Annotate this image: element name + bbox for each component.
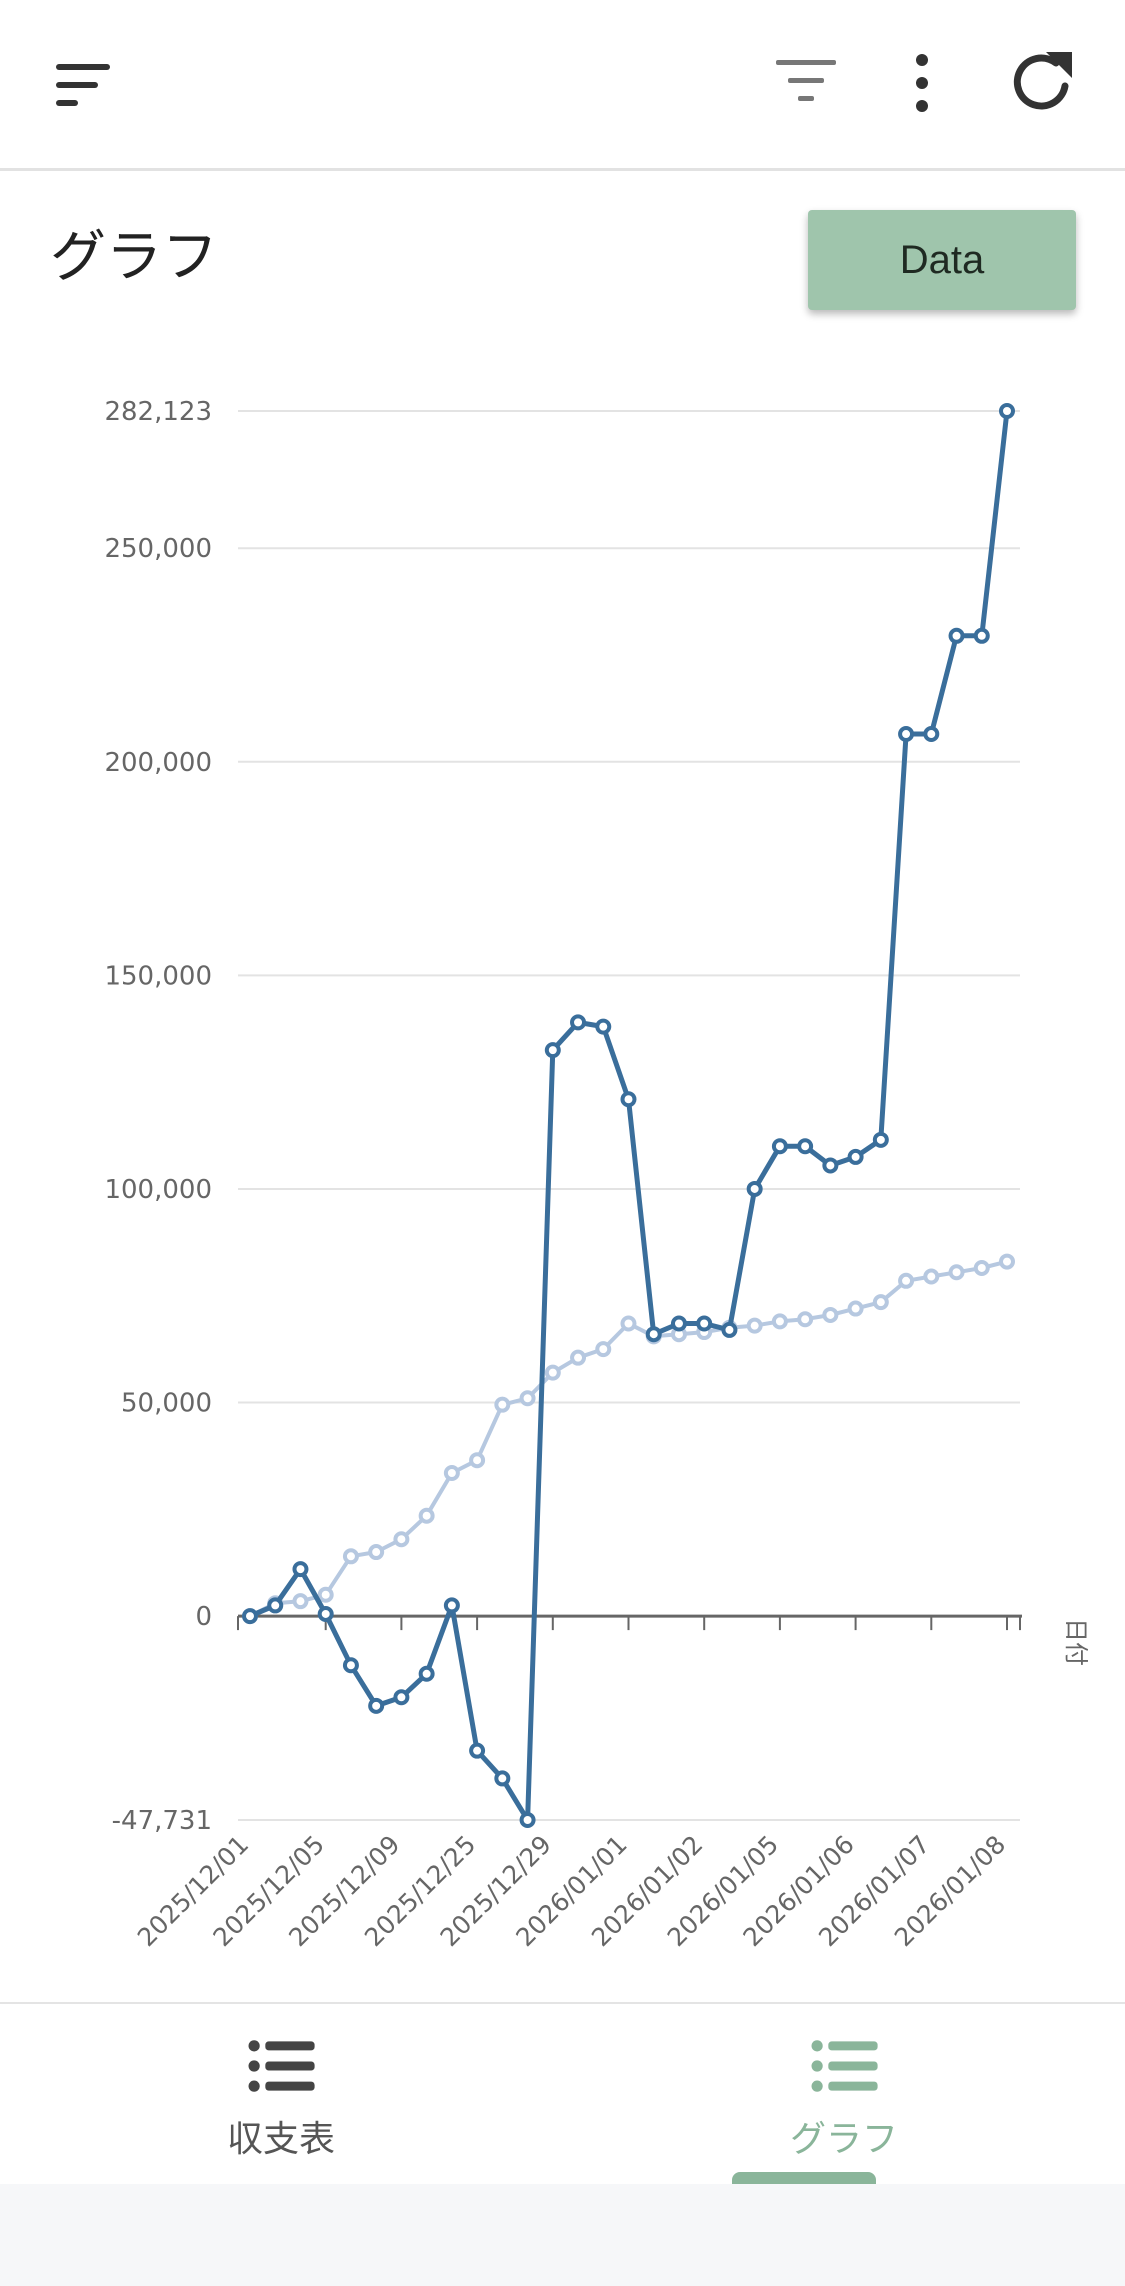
y-tick-label: 0 <box>195 1602 212 1632</box>
series-main-point <box>797 1138 814 1155</box>
series-main-point <box>368 1697 385 1714</box>
series-light-point <box>519 1390 536 1407</box>
series-main-point <box>822 1157 839 1174</box>
series-main-point <box>317 1605 334 1622</box>
series-main-point <box>292 1561 309 1578</box>
series-main-point <box>595 1018 612 1035</box>
y-tick-label: -47,731 <box>112 1806 212 1836</box>
series-light-point <box>544 1364 561 1381</box>
x-axis-label: 日付 <box>1062 1618 1090 1666</box>
series-light-point <box>923 1268 940 1285</box>
series-light-point <box>948 1264 965 1281</box>
y-tick-label: 100,000 <box>104 1175 212 1205</box>
y-tick-label: 250,000 <box>104 534 212 564</box>
sort-menu-icon[interactable] <box>56 62 110 108</box>
x-axis-ticks: 2025/12/012025/12/052025/12/092025/12/25… <box>132 1830 1011 1952</box>
y-tick-label: 200,000 <box>104 748 212 778</box>
series-main-point <box>847 1148 864 1165</box>
series-main-point <box>696 1315 713 1332</box>
line-chart: 282,123 250,000 200,000 150,000 100,000 50,00… <box>104 397 1090 1952</box>
series-light-point <box>898 1272 915 1289</box>
y-axis-ticks: 282,123 250,000 200,000 150,000 100,000 50,00… <box>104 397 212 1836</box>
series-main-point <box>948 627 965 644</box>
series-light-point <box>595 1341 612 1358</box>
refresh-icon[interactable] <box>1010 48 1076 118</box>
data-button[interactable]: Data <box>808 210 1076 310</box>
grid-lines <box>238 410 1020 1821</box>
series-light-point <box>443 1465 460 1482</box>
y-tick-label: 150,000 <box>104 961 212 991</box>
series-main-point <box>872 1131 889 1148</box>
series-light-point <box>393 1531 410 1548</box>
series-light-point <box>494 1396 511 1413</box>
series-light-point <box>368 1544 385 1561</box>
list-icon <box>811 2040 878 2092</box>
y-tick-label: 282,123 <box>104 397 212 427</box>
y-tick-label: 50,000 <box>121 1389 212 1419</box>
series-main-point <box>746 1180 763 1197</box>
series-light-point <box>797 1311 814 1328</box>
top-app-bar <box>0 0 1125 171</box>
bottom-navigation: 収支表 グラフ <box>0 2002 1125 2186</box>
series-light-point <box>999 1253 1015 1270</box>
series-light-point <box>822 1306 839 1323</box>
series-light-point <box>872 1294 889 1311</box>
series-light-point <box>469 1452 486 1469</box>
series-main-point <box>620 1091 637 1108</box>
series-light-point <box>746 1317 763 1334</box>
series-main-point <box>721 1321 738 1338</box>
series-light-point <box>973 1259 990 1276</box>
series-main-point <box>771 1138 788 1155</box>
series-main-point <box>923 726 940 743</box>
series-main-point <box>973 627 990 644</box>
series-light-point <box>292 1593 309 1610</box>
series-main-point <box>570 1014 587 1031</box>
series-light-line <box>248 1259 1009 1619</box>
series-light-point <box>342 1548 359 1565</box>
series-main-point <box>999 403 1015 419</box>
nav-label-income-expense: 収支表 <box>226 2119 335 2160</box>
series-lines <box>242 403 1015 1828</box>
series-main-point <box>267 1597 284 1614</box>
series-main-point <box>645 1326 662 1343</box>
filter-icon[interactable] <box>776 58 836 104</box>
active-tab-indicator <box>732 2172 876 2186</box>
more-vert-icon[interactable] <box>904 52 940 114</box>
series-main-point <box>494 1770 511 1787</box>
series-main-line <box>247 408 1010 1823</box>
nav-item-graph[interactable]: グラフ <box>563 2004 1125 2186</box>
series-main-point <box>469 1742 486 1759</box>
nav-label-graph: グラフ <box>789 2119 898 2160</box>
series-light-point <box>847 1300 864 1317</box>
series-main-point <box>418 1665 435 1682</box>
series-light-point <box>418 1507 435 1524</box>
x-axis <box>237 1614 1022 1631</box>
series-light-point <box>771 1313 788 1330</box>
series-main-point <box>670 1315 687 1332</box>
series-main-point <box>242 1608 258 1625</box>
series-main-point <box>443 1597 460 1614</box>
list-icon <box>248 2040 315 2092</box>
series-main-point <box>393 1689 410 1706</box>
series-main-point <box>544 1042 561 1059</box>
series-light-point <box>570 1349 587 1366</box>
series-main-point <box>898 726 915 743</box>
series-light-point <box>317 1586 334 1603</box>
series-main-point <box>342 1657 359 1674</box>
series-light-point <box>620 1315 637 1332</box>
system-nav-area <box>0 2184 1125 2286</box>
series-main-point <box>519 1812 536 1828</box>
nav-item-income-expense[interactable]: 収支表 <box>0 2004 562 2186</box>
page-title: グラフ <box>50 225 218 290</box>
